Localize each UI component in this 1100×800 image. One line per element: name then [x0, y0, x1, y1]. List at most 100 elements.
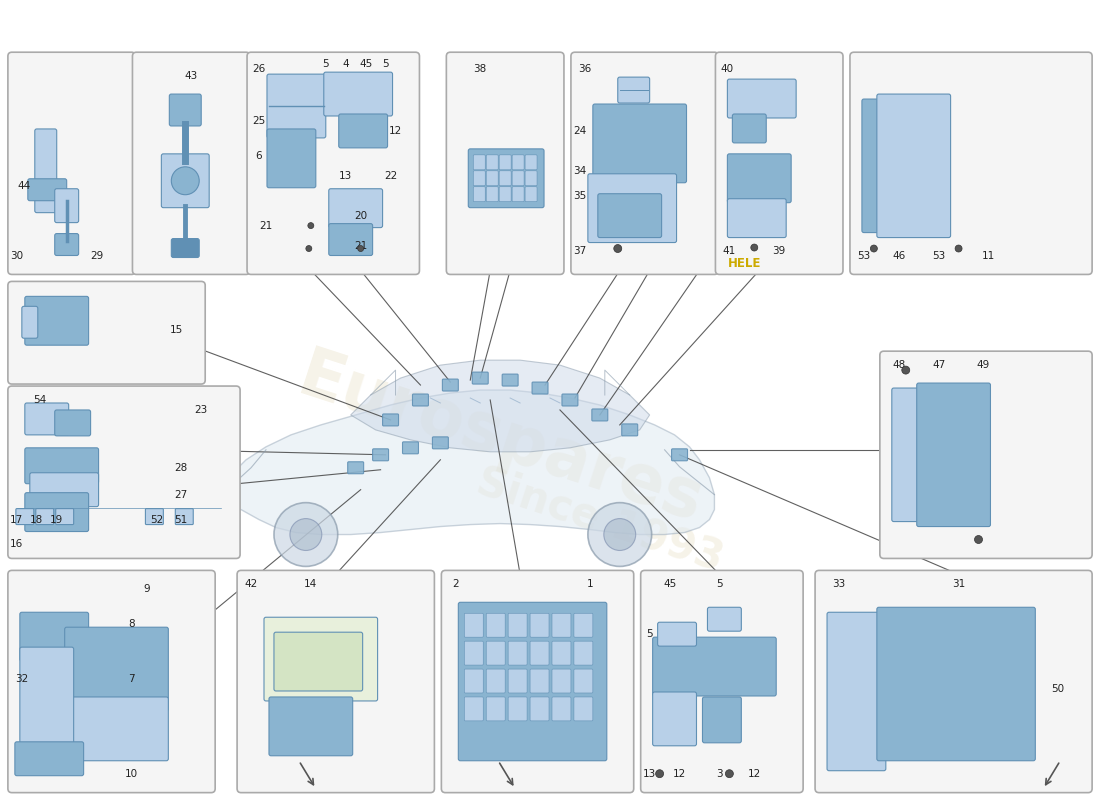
Text: 8: 8 — [128, 619, 135, 630]
Circle shape — [308, 222, 314, 229]
FancyBboxPatch shape — [432, 437, 449, 449]
Text: 41: 41 — [723, 246, 736, 255]
FancyBboxPatch shape — [574, 669, 593, 693]
FancyBboxPatch shape — [508, 669, 527, 693]
Circle shape — [870, 245, 878, 252]
Text: 13: 13 — [644, 769, 657, 778]
Text: 5: 5 — [716, 579, 723, 590]
Polygon shape — [351, 360, 650, 452]
Text: 20: 20 — [354, 210, 367, 221]
FancyBboxPatch shape — [323, 72, 393, 116]
FancyBboxPatch shape — [877, 607, 1035, 761]
Text: 26: 26 — [252, 64, 265, 74]
FancyBboxPatch shape — [850, 52, 1092, 274]
Text: 28: 28 — [175, 462, 188, 473]
Text: 30: 30 — [10, 250, 23, 261]
Text: 13: 13 — [339, 170, 352, 181]
Text: 32: 32 — [15, 674, 29, 684]
FancyBboxPatch shape — [459, 602, 607, 761]
FancyBboxPatch shape — [530, 669, 549, 693]
FancyBboxPatch shape — [55, 234, 78, 255]
Circle shape — [306, 246, 311, 251]
FancyBboxPatch shape — [727, 198, 786, 238]
FancyBboxPatch shape — [15, 509, 34, 525]
Text: 45: 45 — [359, 59, 372, 69]
FancyBboxPatch shape — [172, 238, 199, 258]
Text: 48: 48 — [892, 360, 905, 370]
FancyBboxPatch shape — [486, 669, 505, 693]
FancyBboxPatch shape — [20, 612, 89, 661]
Text: 50: 50 — [1052, 684, 1065, 694]
FancyBboxPatch shape — [508, 641, 527, 665]
FancyBboxPatch shape — [464, 669, 483, 693]
FancyBboxPatch shape — [574, 697, 593, 721]
FancyBboxPatch shape — [175, 509, 194, 525]
FancyBboxPatch shape — [383, 414, 398, 426]
FancyBboxPatch shape — [412, 394, 428, 406]
Text: 31: 31 — [952, 579, 965, 590]
Text: 51: 51 — [175, 514, 188, 525]
FancyBboxPatch shape — [525, 155, 537, 170]
FancyBboxPatch shape — [499, 155, 512, 170]
Text: 5: 5 — [322, 59, 329, 69]
FancyBboxPatch shape — [339, 114, 387, 148]
FancyBboxPatch shape — [373, 449, 388, 461]
FancyBboxPatch shape — [703, 697, 741, 743]
FancyBboxPatch shape — [441, 570, 634, 793]
FancyBboxPatch shape — [513, 186, 524, 202]
FancyBboxPatch shape — [877, 94, 950, 238]
Circle shape — [614, 245, 622, 253]
Text: 9: 9 — [143, 584, 150, 594]
Text: 53: 53 — [932, 250, 945, 261]
FancyBboxPatch shape — [25, 493, 89, 531]
Text: 12: 12 — [673, 769, 686, 778]
Circle shape — [656, 770, 663, 778]
FancyBboxPatch shape — [8, 52, 135, 274]
FancyBboxPatch shape — [264, 618, 377, 701]
Text: 42: 42 — [244, 579, 257, 590]
FancyBboxPatch shape — [552, 641, 571, 665]
FancyBboxPatch shape — [815, 570, 1092, 793]
FancyBboxPatch shape — [36, 509, 54, 525]
Text: 40: 40 — [720, 64, 734, 74]
FancyBboxPatch shape — [621, 424, 638, 436]
FancyBboxPatch shape — [658, 622, 696, 646]
FancyBboxPatch shape — [22, 306, 37, 338]
FancyBboxPatch shape — [25, 403, 68, 435]
Text: 25: 25 — [252, 116, 265, 126]
Text: 54: 54 — [33, 395, 46, 405]
FancyBboxPatch shape — [267, 74, 326, 138]
FancyBboxPatch shape — [513, 155, 524, 170]
FancyBboxPatch shape — [513, 170, 524, 186]
Text: 22: 22 — [384, 170, 397, 181]
FancyBboxPatch shape — [55, 189, 78, 222]
FancyBboxPatch shape — [267, 129, 316, 188]
FancyBboxPatch shape — [727, 154, 791, 202]
FancyBboxPatch shape — [574, 641, 593, 665]
FancyBboxPatch shape — [892, 388, 950, 522]
FancyBboxPatch shape — [827, 612, 886, 770]
Circle shape — [290, 518, 322, 550]
FancyBboxPatch shape — [162, 154, 209, 208]
Text: Since 1993: Since 1993 — [471, 460, 728, 579]
FancyBboxPatch shape — [56, 509, 74, 525]
FancyBboxPatch shape — [28, 178, 67, 201]
Circle shape — [725, 770, 734, 778]
FancyBboxPatch shape — [145, 509, 163, 525]
Text: Eurospares: Eurospares — [289, 343, 711, 537]
FancyBboxPatch shape — [270, 697, 353, 756]
FancyBboxPatch shape — [508, 697, 527, 721]
FancyBboxPatch shape — [571, 52, 718, 274]
Circle shape — [604, 518, 636, 550]
FancyBboxPatch shape — [672, 449, 688, 461]
Text: 11: 11 — [982, 250, 996, 261]
Circle shape — [975, 535, 982, 543]
FancyBboxPatch shape — [562, 394, 578, 406]
Text: 18: 18 — [30, 514, 43, 525]
Text: 6: 6 — [255, 151, 262, 161]
FancyBboxPatch shape — [8, 282, 206, 384]
FancyBboxPatch shape — [486, 641, 505, 665]
FancyBboxPatch shape — [592, 409, 608, 421]
FancyBboxPatch shape — [473, 155, 485, 170]
Polygon shape — [217, 390, 714, 534]
